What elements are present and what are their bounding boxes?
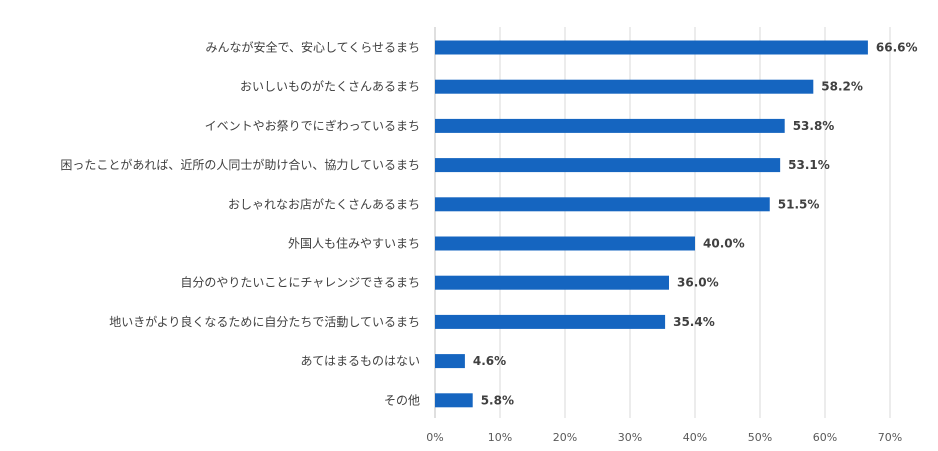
bar [435,197,770,212]
bar-layer [435,40,868,408]
x-tick-label: 50% [748,431,772,444]
x-tick-label: 40% [683,431,707,444]
bar [435,354,465,369]
category-label: その他 [384,393,420,407]
x-axis-ticks: 0% 10% 20% 30% 40% 50% 60% 70% [426,431,902,444]
bar [435,79,814,94]
data-label: 40.0% [703,237,745,251]
data-label: 58.2% [821,80,863,94]
x-tick-label: 30% [618,431,642,444]
x-tick-label: 0% [426,431,443,444]
category-label: 自分のやりたいことにチャレンジできるまち [180,276,420,290]
category-label: 困ったことがあれば、近所の人同士が助け合い、協力しているまち [60,157,420,172]
category-label: おいしいものがたくさんあるまち [240,79,420,94]
x-tick-label: 60% [813,431,837,444]
x-tick-label: 10% [488,431,512,444]
bar [435,275,669,290]
data-label: 53.8% [793,119,835,133]
category-label: あてはまるものはない [300,354,420,368]
bar [435,118,785,133]
data-label: 5.8% [481,393,514,407]
bar [435,314,666,329]
bar [435,236,695,251]
bar [435,393,473,408]
x-tick-label: 20% [553,431,577,444]
category-label: みんなが安全で、安心してくらせるまち [205,40,420,55]
category-label: 地いきがより良くなるために自分たちで活動しているまち [109,314,420,329]
data-label: 53.1% [788,158,830,172]
x-tick-label: 70% [878,431,902,444]
category-label: 外国人も住みやすいまち [288,237,420,251]
category-label: おしゃれなお店がたくさんあるまち [228,196,420,211]
data-label: 66.6% [876,41,918,55]
data-label: 51.5% [778,197,820,211]
data-label: 4.6% [473,354,506,368]
bar [435,158,781,173]
category-label: イベントやお祭りでにぎわっているまち [205,119,420,133]
data-label: 36.0% [677,276,719,290]
label-layer: みんなが安全で、安心してくらせるまち 66.6% おいしいものがたくさんあるまち 58… [60,40,917,408]
data-label: 35.4% [673,315,715,329]
bar [435,40,868,55]
